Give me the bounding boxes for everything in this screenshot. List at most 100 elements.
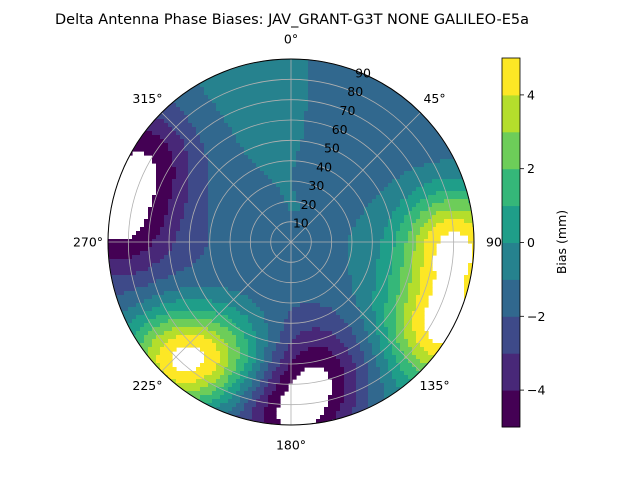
contour-cell bbox=[216, 311, 241, 316]
contour-cell bbox=[236, 135, 305, 140]
contour-cell bbox=[188, 179, 209, 184]
radial-tick-label: 20 bbox=[301, 197, 317, 212]
contour-cell bbox=[116, 355, 129, 360]
colorbar-bands bbox=[502, 58, 520, 428]
contour-cell bbox=[400, 367, 417, 372]
contour-cell bbox=[132, 399, 153, 404]
contour-cell bbox=[380, 379, 397, 384]
contour-cell bbox=[164, 255, 201, 260]
contour-cell bbox=[248, 343, 257, 348]
contour-cell bbox=[404, 351, 413, 356]
contour-cell bbox=[308, 71, 474, 76]
contour-cell bbox=[404, 255, 413, 260]
contour-cell bbox=[272, 375, 281, 380]
contour-cell bbox=[292, 183, 389, 188]
contour-cell bbox=[208, 239, 349, 244]
contour-cell bbox=[400, 267, 413, 272]
contour-cell bbox=[208, 383, 225, 388]
contour-cell bbox=[160, 227, 181, 232]
contour-cell bbox=[256, 303, 301, 308]
contour-cell bbox=[108, 143, 169, 148]
contour-cell bbox=[232, 319, 249, 324]
contour-cell bbox=[412, 207, 429, 212]
contour-cell bbox=[348, 239, 381, 244]
contour-cell bbox=[160, 351, 173, 356]
contour-cell bbox=[140, 327, 153, 332]
contour-cell bbox=[124, 327, 141, 332]
contour-cell bbox=[380, 371, 393, 376]
contour-cell bbox=[128, 75, 197, 80]
contour-cell bbox=[380, 335, 389, 340]
contour-cell bbox=[232, 127, 305, 132]
contour-cell bbox=[224, 119, 305, 124]
contour-cell bbox=[380, 243, 397, 248]
contour-cell bbox=[420, 359, 465, 364]
contour-cell bbox=[396, 231, 409, 236]
contour-cell bbox=[304, 115, 474, 120]
contour-cell bbox=[212, 391, 225, 396]
contour-cell bbox=[348, 271, 377, 276]
contour-cell bbox=[300, 139, 474, 144]
contour-cell bbox=[236, 335, 245, 340]
contour-cell bbox=[388, 295, 397, 300]
contour-cell bbox=[384, 319, 397, 324]
contour-cell bbox=[108, 139, 113, 144]
contour-cell bbox=[308, 67, 474, 72]
contour-cell bbox=[416, 339, 433, 344]
contour-cell bbox=[244, 403, 257, 408]
contour-cell bbox=[148, 207, 169, 212]
contour-cell bbox=[408, 195, 429, 200]
contour-cell bbox=[472, 251, 474, 256]
contour-cell bbox=[164, 219, 181, 224]
contour-cell bbox=[388, 283, 401, 288]
contour-cell bbox=[256, 347, 265, 352]
contour-cell bbox=[280, 331, 301, 336]
contour-cell bbox=[232, 331, 245, 336]
contour-cell bbox=[128, 323, 145, 328]
contour-cell bbox=[108, 355, 117, 360]
contour-cell bbox=[112, 319, 133, 324]
contour-cell bbox=[228, 355, 241, 360]
contour-cell bbox=[240, 351, 249, 356]
radial-tick-label: 80 bbox=[347, 84, 363, 99]
contour-cell bbox=[160, 383, 209, 388]
contour-cell bbox=[164, 223, 181, 228]
contour-cell bbox=[460, 363, 474, 368]
contour-cell bbox=[296, 155, 474, 160]
contour-cell bbox=[208, 167, 261, 172]
contour-cell bbox=[348, 247, 381, 252]
contour-cell bbox=[108, 63, 121, 68]
contour-cell bbox=[216, 363, 229, 368]
contour-cell bbox=[416, 407, 474, 412]
theta-gridline bbox=[290, 241, 421, 372]
contour-cell bbox=[172, 247, 205, 252]
colorbar-ticks: −4 −2 0 2 4 bbox=[520, 87, 545, 398]
contour-cell bbox=[300, 203, 369, 208]
contour-cell bbox=[408, 291, 421, 296]
contour-cell bbox=[424, 183, 474, 188]
contour-cell bbox=[184, 211, 209, 216]
contour-cell bbox=[388, 299, 397, 304]
contour-cell bbox=[124, 71, 193, 76]
contour-cell bbox=[200, 363, 217, 368]
contour-cell bbox=[264, 355, 273, 360]
contour-cell bbox=[204, 403, 221, 408]
contour-cell bbox=[248, 371, 257, 376]
contour-cell bbox=[128, 347, 141, 352]
contour-cell bbox=[160, 231, 177, 236]
contour-cell bbox=[304, 131, 474, 136]
contour-cell bbox=[404, 243, 417, 248]
contour-cell bbox=[364, 327, 377, 332]
contour-cell bbox=[352, 279, 377, 284]
contour-cell bbox=[468, 343, 474, 348]
contour-cell bbox=[368, 411, 389, 416]
contour-cell bbox=[392, 371, 405, 376]
contour-cell bbox=[252, 379, 261, 384]
radial-tick-labels: 10 20 30 40 50 60 70 80 90 bbox=[293, 65, 371, 230]
colorbar-tick-label: −4 bbox=[527, 383, 545, 398]
contour-cell bbox=[220, 395, 233, 400]
contour-cell bbox=[424, 163, 474, 168]
contour-cell bbox=[396, 327, 405, 332]
contour-cell bbox=[388, 327, 397, 332]
contour-cell bbox=[236, 367, 245, 372]
